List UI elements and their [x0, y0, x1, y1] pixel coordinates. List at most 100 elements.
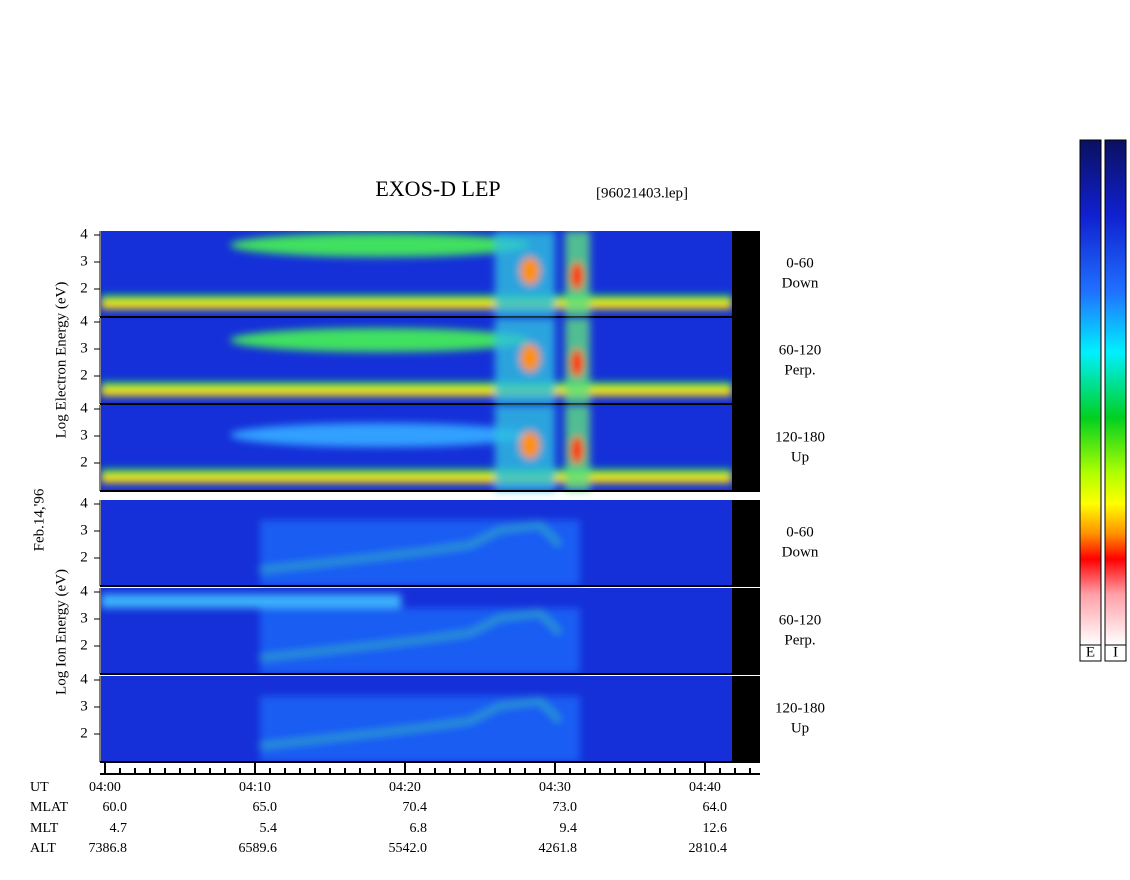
row-value: 4261.8 — [539, 841, 578, 856]
y-tick-label: 3 — [80, 522, 88, 538]
band — [230, 328, 530, 352]
spectrogram-texture — [259, 520, 580, 586]
y-tick-label: 4 — [80, 226, 88, 242]
row-value: 04:10 — [239, 780, 271, 795]
band — [101, 475, 732, 483]
direction-label: Up — [791, 449, 809, 465]
y-tick-label: 4 — [80, 400, 88, 416]
row-value: 04:20 — [389, 780, 421, 795]
data-gap — [732, 405, 760, 492]
y-tick-label: 2 — [80, 367, 88, 383]
data-gap — [732, 318, 760, 405]
band — [260, 696, 580, 762]
spectrogram-texture — [259, 696, 580, 762]
y-tick-label: 2 — [80, 454, 88, 470]
y-tick-label: 3 — [80, 253, 88, 269]
direction-label: Perp. — [784, 362, 815, 378]
band — [101, 388, 732, 396]
pitch-angle-label: 120-180 — [775, 700, 825, 716]
band — [101, 469, 732, 475]
spot — [520, 344, 540, 372]
row-value: 5542.0 — [389, 841, 428, 856]
y-tick-label: 3 — [80, 698, 88, 714]
spectrogram-panel: 2 3 4 0-60 Down — [80, 226, 819, 318]
pitch-angle-label: 0-60 — [786, 524, 814, 540]
row-value: 6589.6 — [239, 841, 278, 856]
band — [260, 520, 580, 586]
row-value: 04:30 — [539, 780, 571, 795]
row-value: 2810.4 — [689, 841, 728, 856]
row-value: 7386.8 — [89, 841, 128, 856]
y-tick-label: 2 — [80, 280, 88, 296]
colorbar-label-box — [1079, 644, 1102, 662]
spot — [570, 262, 584, 290]
row-label: ALT — [30, 841, 56, 856]
row-label: MLT — [30, 821, 59, 836]
time-axis-group: UT 04:00 04:10 04:20 04:30 04:40 MLAT 60.0 65.0 7… — [30, 762, 751, 856]
spectrogram-texture — [101, 405, 732, 491]
y-tick-label: 2 — [80, 637, 88, 653]
date-label: Feb.14,'96 — [31, 488, 47, 551]
spectrogram-panel: 2 3 4 60-120 Perp. — [80, 583, 821, 675]
band — [230, 423, 530, 447]
row-value: 12.6 — [703, 821, 728, 836]
panels: 2 3 4 0-60 Down 2 3 4 60-120 Perp. 2 3 4 120-180 Up 2 3 4… — [80, 226, 825, 763]
row-value: 5.4 — [260, 821, 278, 836]
y-tick-label: 3 — [80, 340, 88, 356]
electron-axis-label: Log Electron Energy (eV) — [53, 282, 69, 439]
colorbar — [1104, 139, 1127, 646]
data-gap — [732, 231, 760, 318]
row-value: 65.0 — [253, 800, 278, 815]
band — [101, 301, 732, 309]
title: EXOS-D LEP — [375, 176, 500, 201]
colorbar-label: E — [1086, 644, 1095, 660]
band — [230, 233, 530, 257]
row-value: 70.4 — [403, 800, 428, 815]
band — [101, 382, 732, 388]
row-label: MLAT — [30, 800, 69, 815]
colorbar-label-box — [1104, 644, 1127, 662]
spectrogram-panel: 2 3 4 60-120 Perp. — [80, 313, 821, 405]
spot — [520, 257, 540, 285]
ion-axis-label: Log Ion Energy (eV) — [53, 569, 69, 695]
y-tick-label: 4 — [80, 671, 88, 687]
y-tick-label: 2 — [80, 549, 88, 565]
pitch-angle-label: 0-60 — [786, 255, 814, 271]
y-tick-label: 2 — [80, 725, 88, 741]
pitch-angle-label: 120-180 — [775, 429, 825, 445]
spot — [570, 436, 584, 464]
data-gap — [732, 588, 760, 675]
data-gap — [732, 500, 760, 587]
spectrogram-panel: 2 3 4 0-60 Down — [80, 495, 819, 587]
band — [101, 594, 401, 608]
spectrogram-texture — [101, 318, 732, 404]
row-value: 04:40 — [689, 780, 721, 795]
spectrogram-panel: 2 3 4 120-180 Up — [80, 671, 825, 763]
direction-label: Perp. — [784, 632, 815, 648]
direction-label: Down — [782, 275, 819, 291]
row-value: 9.4 — [560, 821, 578, 836]
data-gap — [732, 676, 760, 763]
row-label: UT — [30, 780, 49, 795]
colorbar-label: I — [1113, 644, 1118, 660]
spectrogram-texture — [101, 594, 580, 674]
band — [260, 608, 580, 674]
spot — [570, 349, 584, 377]
band — [101, 295, 732, 301]
spectrogram-texture — [101, 231, 732, 317]
row-value: 73.0 — [553, 800, 578, 815]
spot — [520, 431, 540, 459]
spectrogram-panel: 2 3 4 120-180 Up — [80, 400, 825, 492]
direction-label: Up — [791, 720, 809, 736]
colorbar — [1079, 139, 1102, 646]
row-value: 04:00 — [89, 780, 121, 795]
pitch-angle-label: 60-120 — [779, 342, 822, 358]
row-value: 64.0 — [703, 800, 728, 815]
pitch-angle-label: 60-120 — [779, 612, 822, 628]
y-tick-label: 3 — [80, 427, 88, 443]
row-value: 60.0 — [103, 800, 128, 815]
file-name: [96021403.lep] — [596, 185, 688, 201]
y-tick-label: 4 — [80, 495, 88, 511]
row-value: 6.8 — [410, 821, 428, 836]
